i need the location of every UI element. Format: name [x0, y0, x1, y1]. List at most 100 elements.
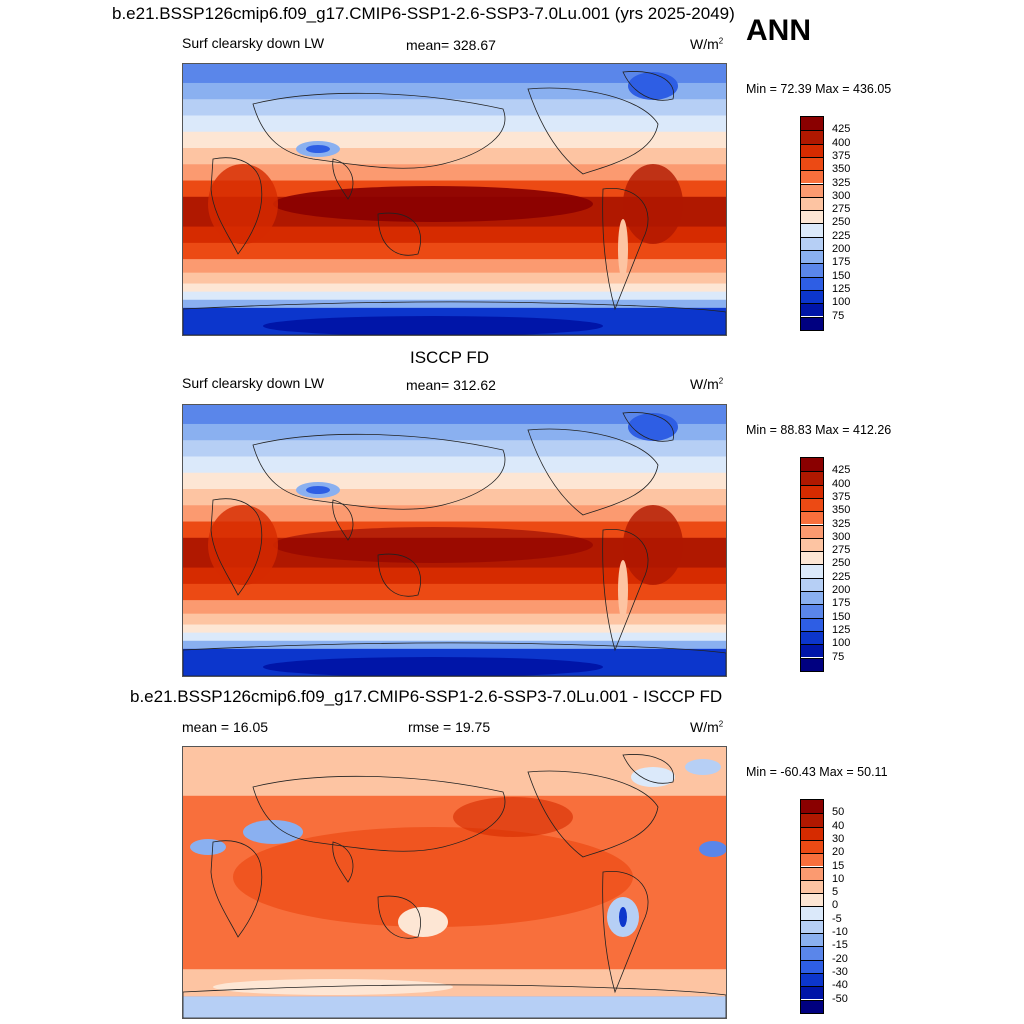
coastline — [602, 187, 649, 311]
panel3-colorbar-tick-label: -5 — [832, 912, 842, 925]
panel3-colorbar-tick-label: -20 — [832, 952, 848, 965]
panel3-colorbar-tick-label: -10 — [832, 926, 848, 938]
panel2-units-label: W/m2 — [690, 376, 724, 392]
panel3-colorbar-segment — [801, 839, 823, 854]
panel1-minmax: Min = 72.39 Max = 436.05 — [746, 82, 892, 96]
panel2-colorbar-segment — [801, 537, 823, 552]
panel3-colorbar-segment — [801, 946, 823, 960]
panel1-colorbar-tick-label: 375 — [832, 149, 851, 162]
panel3-colorbar-tick-label: 0 — [832, 899, 839, 912]
panel2-colorbar-segment — [801, 497, 823, 512]
coastline — [183, 642, 726, 676]
panel3-colorbar-segment — [801, 879, 823, 894]
panel2-variable-label: Surf clearsky down LW — [182, 375, 325, 391]
panel1-colorbar-tick-label: 425 — [832, 123, 851, 136]
panel1-colorbar-segment — [801, 156, 823, 171]
panel2-mean-label: mean= 312.62 — [406, 377, 496, 393]
panel1-colorbar-tick-label: 250 — [832, 216, 851, 229]
panel2-colorbar-segment — [801, 591, 823, 605]
coastline — [527, 770, 659, 858]
panel1-colorbar-segment — [801, 289, 823, 304]
coastline — [527, 428, 659, 516]
panel2-colorbar-segment — [801, 458, 823, 472]
panel3-colorbar-tick-label: 40 — [832, 819, 845, 832]
panel1-colorbar-bar — [800, 116, 824, 331]
panel1-colorbar-segment — [801, 170, 823, 184]
panel3-colorbar-segment — [801, 959, 823, 973]
panel3-colorbar-segment — [801, 866, 823, 880]
panel3-colorbar-segment — [801, 986, 823, 1000]
panel1-colorbar-segment — [801, 303, 823, 317]
panel3-colorbar-segment — [801, 813, 823, 827]
panel1-colorbar-tick-label: 275 — [832, 203, 851, 216]
panel2-colorbar-segment — [801, 551, 823, 565]
coastline — [377, 212, 421, 256]
panel1-colorbar-segment — [801, 250, 823, 264]
panel1-map-field — [183, 64, 726, 335]
panel2-colorbar-tick-label: 250 — [832, 557, 851, 570]
panel2-colorbar-tick-label: 100 — [832, 637, 851, 650]
panel1-colorbar-tick-label: 400 — [832, 136, 851, 149]
coastline — [602, 528, 649, 652]
panel1-colorbar-segment — [801, 130, 823, 144]
panel1-colorbar-tick-label: 300 — [832, 189, 851, 202]
panel2-colorbar-tick-label: 125 — [832, 623, 851, 636]
panel1-colorbar-tick-label: 325 — [832, 176, 851, 189]
panel1-colorbar-segment — [801, 183, 823, 197]
panel1-colorbar-tick-label: 150 — [832, 269, 851, 282]
panel2-colorbar-tick-label: 200 — [832, 584, 851, 596]
panel2-colorbar-tick-label: 275 — [832, 544, 851, 557]
panel3-colorbar-tick-label: 50 — [832, 806, 845, 819]
panel1-colorbar-tick-label: 200 — [832, 243, 851, 255]
coastline — [252, 775, 506, 852]
panel1-colorbar-segment — [801, 210, 823, 224]
panel1-units-label: W/m2 — [690, 36, 724, 52]
coastline — [622, 412, 674, 442]
panel2-colorbar-segment — [801, 657, 823, 671]
panel1-colorbar-segment — [801, 196, 823, 211]
panel1-colorbar-tick-label: 125 — [832, 282, 851, 295]
panel3-colorbar-bar — [800, 799, 824, 1014]
coastline — [252, 433, 506, 510]
panel2-colorbar-tick-label: 350 — [832, 504, 851, 517]
coastline — [210, 498, 263, 596]
panel1-colorbar-segment — [801, 316, 823, 330]
panel3-map — [182, 746, 727, 1019]
panel2-colorbar-segment — [801, 471, 823, 485]
coastline — [332, 499, 354, 541]
coastline — [602, 870, 649, 994]
panel2-colorbar-segment — [801, 604, 823, 618]
panel1-colorbar-tick-label: 100 — [832, 296, 851, 309]
panel1-colorbar-tick-label: 350 — [832, 163, 851, 176]
panel2-colorbar-segment — [801, 484, 823, 498]
panel2-colorbar-tick-label: 375 — [832, 490, 851, 503]
panel2-colorbar-segment — [801, 577, 823, 591]
panel1-colorbar-segment — [801, 143, 823, 157]
panel3-colorbar-tick-label: -15 — [832, 939, 848, 952]
panel1-colorbar-segment — [801, 223, 823, 237]
coastline — [377, 553, 421, 597]
panel1-colorbar-tick-label: 175 — [832, 256, 851, 269]
panel2-colorbar-segment — [801, 524, 823, 538]
panel2-colorbar-segment — [801, 511, 823, 525]
panel2-map-field — [183, 405, 726, 676]
panel2-colorbar-tick-label: 300 — [832, 530, 851, 543]
panel3-minmax: Min = -60.43 Max = 50.11 — [746, 765, 888, 779]
panel3-colorbar-tick-label: -50 — [832, 992, 848, 1005]
panel3-colorbar-segment — [801, 933, 823, 947]
panel3-colorbar-segment — [801, 972, 823, 987]
panel2-colorbar-tick-label: 225 — [832, 570, 851, 583]
panel1-colorbar-segment — [801, 276, 823, 290]
panel2-colorbar-segment — [801, 564, 823, 578]
coastline — [210, 157, 263, 255]
coastline — [332, 841, 354, 883]
panel2-colorbar-tick-label: 325 — [832, 517, 851, 530]
panel3-colorbar-tick-label: 20 — [832, 846, 845, 859]
panel3-colorbar-tick-label: -30 — [832, 965, 848, 978]
panel3-mean-label: mean = 16.05 — [182, 719, 269, 735]
coastline — [332, 158, 354, 200]
panel2-colorbar-tick-label: 175 — [832, 597, 851, 610]
panel2-map — [182, 404, 727, 677]
panel3-colorbar-tick-label: 5 — [832, 886, 839, 899]
panel3-colorbar-segment — [801, 800, 823, 814]
